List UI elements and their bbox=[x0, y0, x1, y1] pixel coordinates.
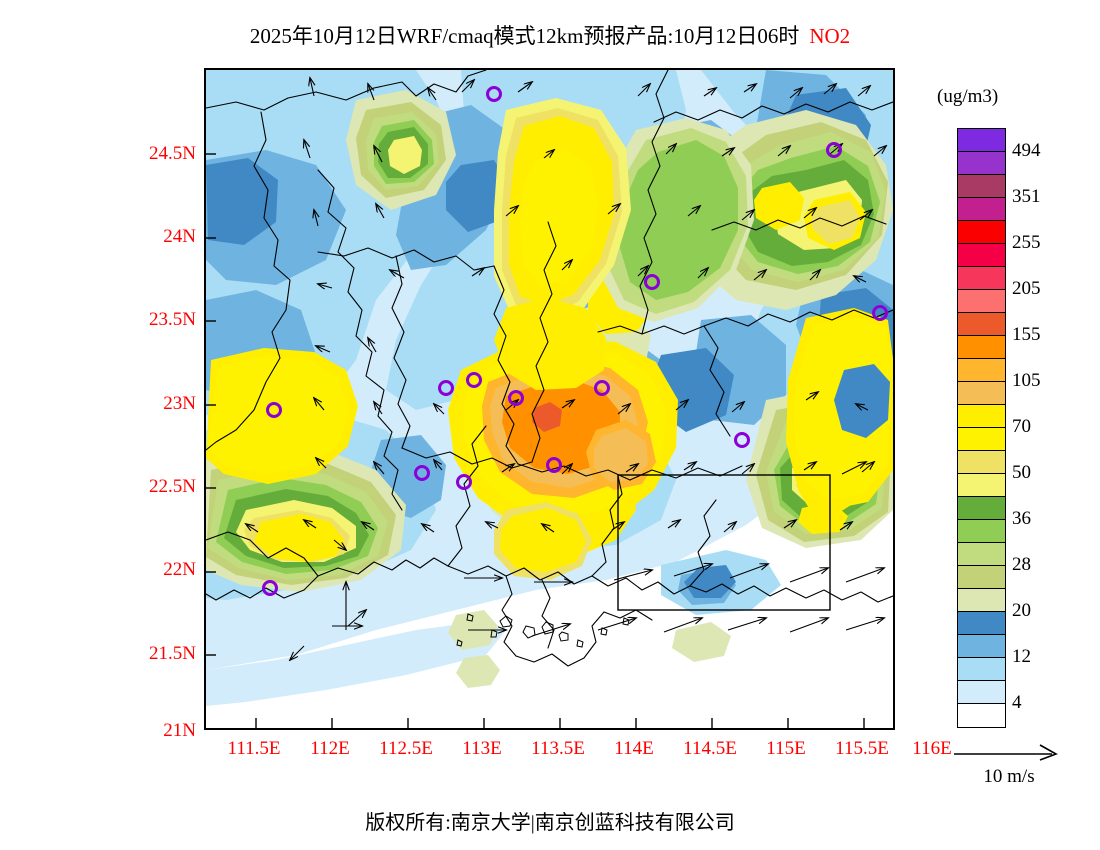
colorbar-cell-23 bbox=[958, 658, 1005, 681]
colorbar-cell-21 bbox=[958, 612, 1005, 635]
station-marker[interactable] bbox=[266, 402, 282, 418]
colorbar-cell-3 bbox=[958, 198, 1005, 221]
y-tick-label-7: 21N bbox=[163, 720, 196, 741]
x-tick-label-8: 115.5E bbox=[835, 738, 889, 759]
colorbar-tick-label-12: 4 bbox=[1012, 692, 1022, 713]
x-tick-label-9: 116E bbox=[912, 738, 952, 759]
x-tick-label-3: 113E bbox=[462, 738, 502, 759]
no2-concentration-map bbox=[206, 70, 893, 728]
colorbar-cell-20 bbox=[958, 589, 1005, 612]
x-tick-label-5: 114E bbox=[614, 738, 654, 759]
colorbar-tick-label-8: 36 bbox=[1012, 508, 1031, 529]
colorbar-tick-label-6: 70 bbox=[1012, 416, 1031, 437]
colorbar-cell-14 bbox=[958, 451, 1005, 474]
x-tick-label-4: 113.5E bbox=[531, 738, 585, 759]
colorbar-units-label: (ug/m3) bbox=[937, 86, 999, 107]
colorbar-cell-17 bbox=[958, 520, 1005, 543]
colorbar-tick-label-5: 105 bbox=[1012, 370, 1041, 391]
wind-vector-field bbox=[206, 76, 886, 660]
wind-scale-legend: 10 m/s bbox=[944, 742, 1074, 792]
colorbar-tick-label-9: 28 bbox=[1012, 554, 1031, 575]
station-marker[interactable] bbox=[414, 465, 430, 481]
wind-scale-label: 10 m/s bbox=[983, 766, 1035, 787]
y-tick-label-0: 24.5N bbox=[149, 143, 196, 164]
station-marker[interactable] bbox=[456, 474, 472, 490]
x-tick-label-2: 112.5E bbox=[379, 738, 433, 759]
colorbar-cell-19 bbox=[958, 566, 1005, 589]
station-marker-group[interactable] bbox=[262, 86, 888, 596]
copyright-footer: 版权所有:南京大学|南京创蓝科技有限公司 bbox=[365, 812, 735, 834]
colorbar-cell-16 bbox=[958, 497, 1005, 520]
y-tick-label-5: 22N bbox=[163, 559, 196, 580]
y-tick-label-1: 24N bbox=[163, 226, 196, 247]
x-tick-label-1: 112E bbox=[310, 738, 350, 759]
x-tick-label-0: 111.5E bbox=[227, 738, 281, 759]
colorbar-cell-11 bbox=[958, 382, 1005, 405]
colorbar-tick-label-10: 20 bbox=[1012, 600, 1031, 621]
colorbar-cell-6 bbox=[958, 267, 1005, 290]
colorbar-cell-22 bbox=[958, 635, 1005, 658]
colorbar-cell-1 bbox=[958, 152, 1005, 175]
colorbar-tick-label-2: 255 bbox=[1012, 232, 1041, 253]
title-main: 2025年10月12日WRF/cmaq模式12km预报产品:10月12日06时 bbox=[249, 24, 800, 48]
station-marker[interactable] bbox=[508, 390, 524, 406]
colorbar-cell-12 bbox=[958, 405, 1005, 428]
station-marker[interactable] bbox=[594, 380, 610, 396]
colorbar[interactable] bbox=[957, 128, 1006, 728]
station-marker[interactable] bbox=[826, 142, 842, 158]
colorbar-tick-label-11: 12 bbox=[1012, 646, 1031, 667]
colorbar-tick-label-3: 205 bbox=[1012, 278, 1041, 299]
y-tick-label-4: 22.5N bbox=[149, 476, 196, 497]
colorbar-cell-4 bbox=[958, 221, 1005, 244]
station-marker[interactable] bbox=[546, 457, 562, 473]
station-marker[interactable] bbox=[466, 372, 482, 388]
title-species: NO2 bbox=[809, 24, 851, 48]
page-title: 2025年10月12日WRF/cmaq模式12km预报产品:10月12日06时 N… bbox=[0, 20, 1100, 50]
station-marker[interactable] bbox=[734, 432, 750, 448]
y-tick-label-2: 23.5N bbox=[149, 309, 196, 330]
colorbar-tick-label-1: 351 bbox=[1012, 186, 1041, 207]
colorbar-cell-9 bbox=[958, 336, 1005, 359]
colorbar-cell-5 bbox=[958, 244, 1005, 267]
colorbar-tick-label-7: 50 bbox=[1012, 462, 1031, 483]
colorbar-cell-7 bbox=[958, 290, 1005, 313]
colorbar-cell-15 bbox=[958, 474, 1005, 497]
colorbar-cell-10 bbox=[958, 359, 1005, 382]
colorbar-cell-0 bbox=[958, 129, 1005, 152]
x-tick-label-7: 115E bbox=[766, 738, 806, 759]
station-marker[interactable] bbox=[872, 305, 888, 321]
station-marker[interactable] bbox=[262, 580, 278, 596]
right-arrow-icon bbox=[954, 744, 1058, 761]
station-marker[interactable] bbox=[486, 86, 502, 102]
colorbar-tick-label-0: 494 bbox=[1012, 140, 1041, 161]
colorbar-cell-8 bbox=[958, 313, 1005, 336]
colorbar-cell-18 bbox=[958, 543, 1005, 566]
station-marker[interactable] bbox=[644, 274, 660, 290]
colorbar-cell-13 bbox=[958, 428, 1005, 451]
y-tick-label-6: 21.5N bbox=[149, 643, 196, 664]
station-marker[interactable] bbox=[438, 380, 454, 396]
colorbar-tick-label-4: 155 bbox=[1012, 324, 1041, 345]
axis-tick-marks bbox=[206, 153, 865, 728]
map-plot-area[interactable] bbox=[204, 68, 895, 730]
colorbar-cell-2 bbox=[958, 175, 1005, 198]
x-tick-label-6: 114.5E bbox=[683, 738, 737, 759]
y-tick-label-3: 23N bbox=[163, 393, 196, 414]
colorbar-cell-25 bbox=[958, 704, 1005, 727]
colorbar-cell-24 bbox=[958, 681, 1005, 704]
